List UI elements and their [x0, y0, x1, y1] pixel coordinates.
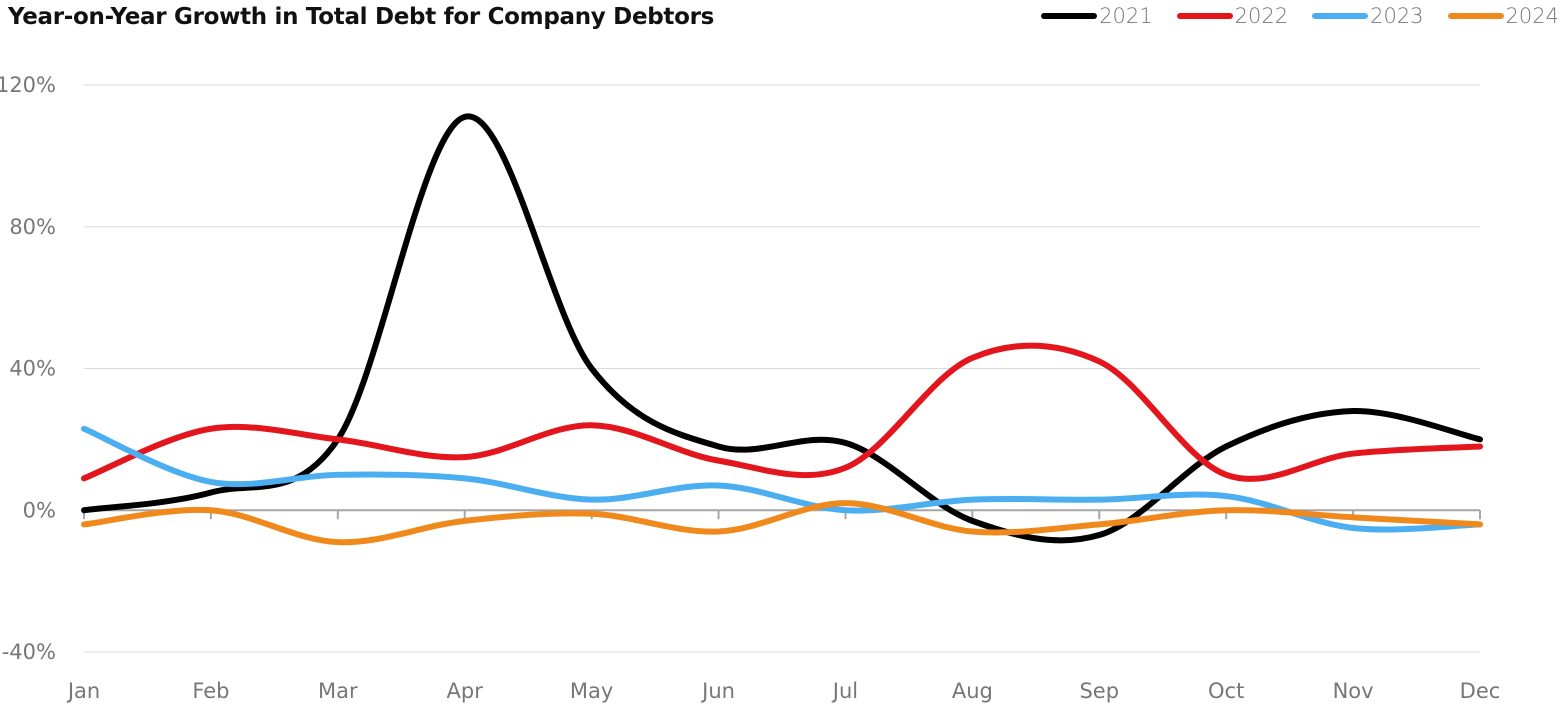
x-tick-label: Mar: [318, 679, 358, 703]
series-line-2024: [81, 500, 1483, 546]
legend-swatch-2022: [1176, 13, 1233, 19]
x-tick-label: Dec: [1460, 679, 1501, 703]
legend-label-2021: 2021: [1099, 4, 1153, 28]
legend-item-2021: 2021: [1041, 4, 1153, 28]
chart-title: Year-on-Year Growth in Total Debt for Co…: [8, 4, 715, 30]
y-tick-label: 80%: [9, 215, 56, 239]
x-tick-label: Jun: [700, 679, 735, 703]
legend-label-2022: 2022: [1234, 4, 1289, 28]
x-tick-label: Apr: [447, 679, 484, 703]
series-line-2023: [81, 425, 1483, 533]
x-tick-label: Nov: [1333, 679, 1374, 703]
x-tick-label: Feb: [192, 679, 229, 703]
x-tick-label: May: [570, 679, 613, 703]
legend-item-2022: 2022: [1176, 4, 1289, 28]
series-line-2022: [81, 342, 1483, 482]
legend-swatch-2023: [1312, 13, 1369, 19]
x-tick-label: Aug: [952, 679, 993, 703]
legend-label-2024: 2024: [1505, 4, 1559, 28]
y-tick-label: 0%: [23, 498, 56, 522]
legend-label-2023: 2023: [1370, 4, 1424, 28]
x-tick-label: Sep: [1079, 679, 1119, 703]
legend-swatch-2021: [1041, 13, 1098, 19]
legend: 2021 2022 2023 2024: [1041, 4, 1559, 28]
y-tick-label: 120%: [0, 73, 56, 97]
legend-item-2024: 2024: [1447, 4, 1559, 28]
legend-item-2023: 2023: [1312, 4, 1424, 28]
y-tick-label: 40%: [9, 357, 56, 381]
legend-swatch-2024: [1447, 13, 1504, 19]
x-tick-label: Oct: [1208, 679, 1244, 703]
y-tick-label: -40%: [2, 640, 56, 664]
x-tick-label: Jul: [831, 679, 858, 703]
x-tick-label: Jan: [66, 679, 100, 703]
